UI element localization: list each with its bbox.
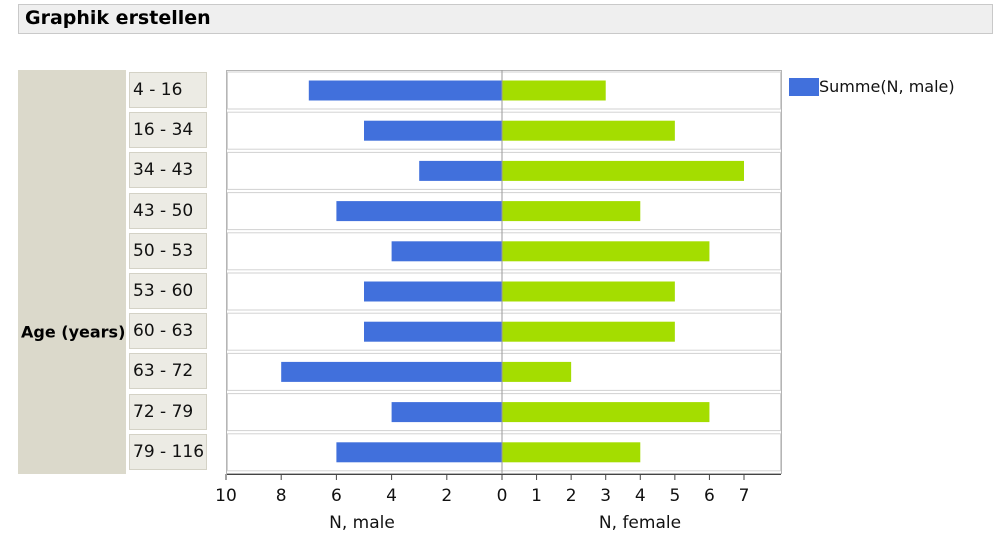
category-cell: 79 - 116 (129, 433, 207, 470)
category-cell: 50 - 53 (129, 232, 207, 269)
category-cell: 53 - 60 (129, 273, 207, 309)
bar-male-4 (391, 241, 502, 262)
category-label: 60 - 63 (133, 321, 194, 342)
category-label: 50 - 53 (133, 240, 194, 261)
bar-female-6 (502, 321, 675, 342)
male-axis-tick-label: 2 (441, 486, 452, 506)
bar-male-0 (308, 80, 502, 101)
female-axis-tick-label: 4 (635, 486, 646, 506)
bar-male-6 (364, 321, 502, 342)
category-label: 72 - 79 (133, 401, 194, 422)
legend-swatch-male (789, 78, 819, 96)
male-axis-tick-label: 10 (215, 486, 237, 506)
bar-female-7 (502, 361, 572, 382)
category-label: 53 - 60 (133, 281, 194, 301)
category-label: 63 - 72 (133, 361, 194, 382)
male-axis-tick-label: 8 (276, 486, 287, 506)
female-axis-tick-label: 3 (600, 486, 611, 506)
category-cell: 72 - 79 (129, 393, 207, 430)
bar-female-4 (502, 241, 710, 262)
male-axis-title: N, male (329, 513, 395, 533)
bar-male-1 (364, 120, 502, 141)
female-axis-title: N, female (599, 513, 681, 533)
bar-male-7 (281, 361, 502, 382)
female-axis-tick-label: 5 (669, 486, 680, 506)
female-axis-tick-label: 6 (704, 486, 715, 506)
chart-plot (226, 70, 782, 474)
male-axis-tick-label: 6 (331, 486, 342, 506)
bar-female-1 (502, 120, 675, 141)
category-label: 4 - 16 (133, 80, 183, 100)
bar-male-8 (391, 402, 502, 423)
category-cell: 34 - 43 (129, 152, 207, 189)
bar-male-2 (419, 160, 502, 181)
title-bar: Graphik erstellen (18, 4, 993, 34)
category-label: 43 - 50 (133, 200, 194, 221)
female-axis-tick-label: 7 (739, 486, 750, 506)
category-cell: 4 - 16 (129, 72, 207, 108)
category-cell: 43 - 50 (129, 192, 207, 229)
category-label: 16 - 34 (133, 120, 194, 141)
bar-male-3 (336, 201, 502, 222)
female-axis-tick-label: 2 (566, 486, 577, 506)
page-title: Graphik erstellen (25, 7, 211, 29)
y-axis-title: Age (years) (21, 322, 126, 342)
bar-male-5 (364, 281, 502, 302)
y-axis-panel: Age (years) (18, 70, 126, 474)
bar-female-8 (502, 402, 710, 423)
bar-female-0 (502, 80, 606, 101)
male-axis-tick-label: 4 (386, 486, 397, 506)
category-cell: 16 - 34 (129, 112, 207, 149)
female-axis-tick-label: 1 (531, 486, 542, 506)
male-axis-tick-label: 0 (497, 486, 508, 506)
category-cell: 60 - 63 (129, 313, 207, 350)
category-label: 34 - 43 (133, 160, 194, 181)
bar-female-3 (502, 201, 641, 222)
bar-female-2 (502, 160, 744, 181)
bar-female-5 (502, 281, 675, 302)
chart-svg (226, 70, 782, 474)
bar-male-9 (336, 442, 502, 463)
category-cell: 63 - 72 (129, 353, 207, 390)
legend-label: Summe(N, male) (819, 77, 955, 96)
bar-female-9 (502, 442, 641, 463)
category-label: 79 - 116 (133, 441, 205, 462)
axis-svg: 10 8 6 4 2 0 1 2 3 4 5 6 7 N, male N, female (215, 474, 781, 533)
